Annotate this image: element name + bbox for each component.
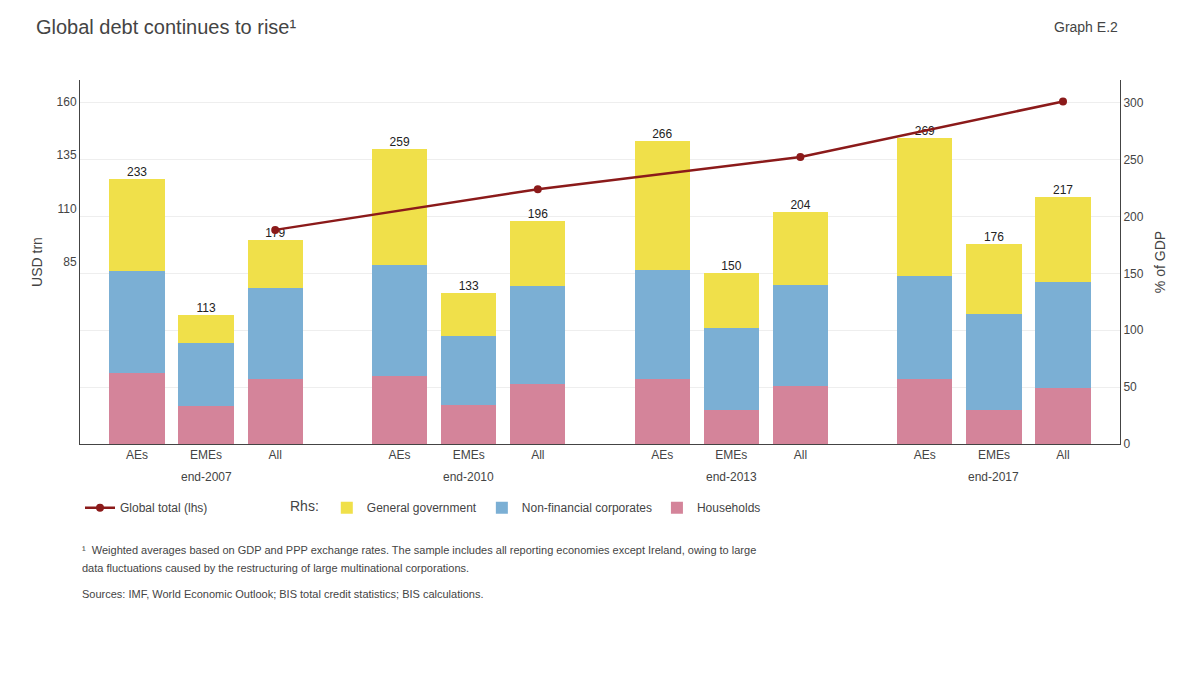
- svg-text:250: 250: [1123, 153, 1143, 167]
- svg-text:266: 266: [652, 127, 672, 141]
- svg-text:150: 150: [1123, 267, 1143, 281]
- svg-text:300: 300: [1123, 96, 1143, 110]
- svg-text:Global total (lhs): Global total (lhs): [120, 501, 207, 515]
- svg-text:All: All: [794, 448, 807, 462]
- svg-text:data fluctuations caused by th: data fluctuations caused by the restruct…: [82, 562, 469, 574]
- svg-text:135: 135: [57, 148, 77, 162]
- svg-text:end-2010: end-2010: [443, 470, 494, 484]
- svg-text:50: 50: [1123, 380, 1137, 394]
- svg-text:EMEs: EMEs: [715, 448, 747, 462]
- svg-text:259: 259: [390, 135, 410, 149]
- svg-text:AEs: AEs: [126, 448, 148, 462]
- svg-text:176: 176: [984, 230, 1004, 244]
- svg-text:All: All: [531, 448, 544, 462]
- svg-text:204: 204: [790, 198, 810, 212]
- svg-text:end-2017: end-2017: [968, 470, 1019, 484]
- svg-text:133: 133: [459, 279, 479, 293]
- svg-text:% of GDP: % of GDP: [1152, 231, 1168, 293]
- svg-text:end-2013: end-2013: [706, 470, 757, 484]
- svg-text:Rhs:: Rhs:: [290, 498, 319, 514]
- svg-text:217: 217: [1053, 183, 1073, 197]
- svg-text:Sources: IMF, World Economic O: Sources: IMF, World Economic Outlook; BI…: [82, 588, 483, 600]
- svg-text:General government: General government: [367, 501, 477, 515]
- svg-text:Global debt continues to rise¹: Global debt continues to rise¹: [36, 16, 296, 38]
- svg-text:All: All: [269, 448, 282, 462]
- svg-text:113: 113: [197, 301, 216, 315]
- svg-text:AEs: AEs: [914, 448, 936, 462]
- svg-text:EMEs: EMEs: [453, 448, 485, 462]
- svg-text:Non-financial corporates: Non-financial corporates: [522, 501, 652, 515]
- svg-text:233: 233: [127, 165, 147, 179]
- svg-text:AEs: AEs: [651, 448, 673, 462]
- svg-text:269: 269: [915, 124, 935, 138]
- svg-text:Graph E.2: Graph E.2: [1054, 19, 1118, 35]
- svg-text:AEs: AEs: [389, 448, 411, 462]
- svg-text:All: All: [1056, 448, 1069, 462]
- svg-text:¹ Weighted averages based on: ¹ Weighted averages based on GDP and PPP…: [82, 544, 756, 556]
- svg-text:100: 100: [1123, 323, 1143, 337]
- svg-text:EMEs: EMEs: [978, 448, 1010, 462]
- svg-text:0: 0: [1123, 437, 1130, 451]
- svg-text:Households: Households: [697, 501, 760, 515]
- svg-text:160: 160: [57, 95, 77, 109]
- svg-text:85: 85: [63, 255, 77, 269]
- svg-text:USD trn: USD trn: [29, 237, 45, 287]
- svg-text:EMEs: EMEs: [190, 448, 222, 462]
- svg-text:150: 150: [721, 259, 741, 273]
- svg-text:end-2007: end-2007: [181, 470, 232, 484]
- svg-text:110: 110: [57, 202, 76, 216]
- svg-text:179: 179: [265, 226, 285, 240]
- svg-text:200: 200: [1123, 210, 1143, 224]
- svg-text:196: 196: [528, 207, 548, 221]
